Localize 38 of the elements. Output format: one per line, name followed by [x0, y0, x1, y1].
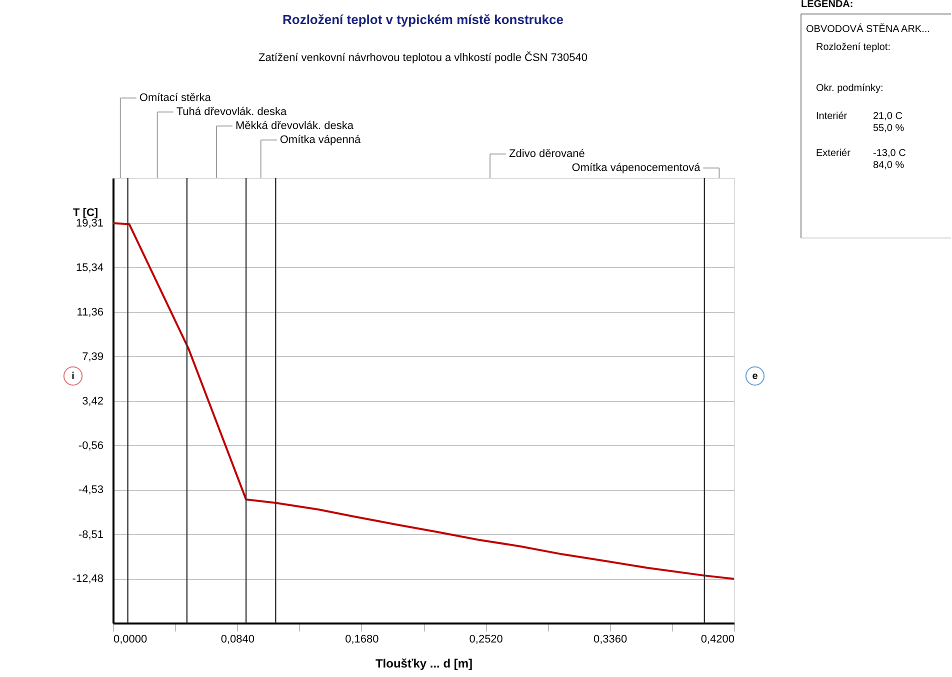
text: Omítací stěrka [139, 92, 212, 104]
text: e [752, 371, 758, 382]
y-tick-label: 11,36 [76, 306, 104, 318]
text: 21,0 C [873, 111, 902, 122]
y-tick-label: -0,56 [78, 440, 104, 452]
text: Interiér [816, 111, 848, 122]
x-tick-label: 0,0000 [114, 634, 148, 646]
text: Omítka vápenná [280, 134, 362, 146]
y-tick-label: 7,39 [82, 350, 104, 363]
x-tick-label: 0,4200 [700, 634, 734, 646]
text: Zdivo děrované [509, 148, 585, 160]
y-tick-label: -8,51 [78, 528, 104, 541]
chart-subtitle: Zatížení venkovní návrhovou teplotou a vlhkostí podle ČSN 730540 [258, 51, 588, 64]
line-series [113, 222, 734, 580]
x-tick-label: 0,0840 [220, 634, 255, 646]
text: Rozložení teplot: [816, 42, 890, 53]
text: LEGENDA: [801, 0, 854, 10]
y-tick-label: 3,42 [82, 395, 104, 408]
text: Exteriér [816, 148, 852, 159]
x-axis-title: Tloušťky ... d [m] [375, 656, 473, 670]
text: 84,0 % [873, 160, 904, 171]
text: OBVODOVÁ STĚNA ARK... [806, 23, 930, 35]
chart-title: Rozložení teplot v typickém místě konstrukce [282, 12, 564, 27]
text: Tuhá dřevovlák. deska [176, 106, 288, 118]
text: -13,0 C [873, 148, 906, 159]
text: i [72, 371, 75, 382]
y-tick-label: -12,48 [72, 573, 104, 586]
y-tick-label: 15,34 [76, 262, 104, 274]
y-tick-label: 19,31 [76, 217, 104, 230]
y-axis-title: T [C] [73, 207, 98, 219]
x-tick-label: 0,1680 [345, 634, 379, 646]
text: Okr. podmínky: [816, 83, 884, 94]
x-tick-label: 0,3360 [593, 634, 628, 646]
text: 55,0 % [873, 123, 904, 134]
text: Měkká dřevovlák. deska [236, 120, 354, 132]
x-tick-label: 0,2520 [469, 634, 503, 646]
y-tick-label: -4,53 [78, 484, 104, 496]
text: Omítka vápenocementová [572, 162, 702, 174]
